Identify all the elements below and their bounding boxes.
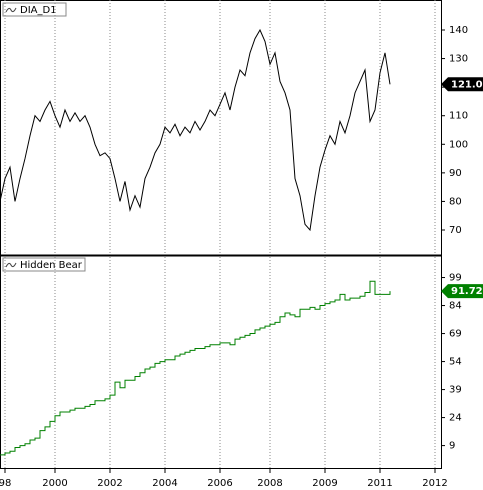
x-tick-label: 2008 [257,478,282,489]
y-tick-label: 84 [449,301,462,312]
y-tick-label: 99 [449,273,462,284]
y-tick-label: 9 [449,441,455,452]
y-tick-label: 110 [449,111,468,122]
price-tag [441,284,483,299]
price-tag-label: 121.0 [451,79,483,90]
y-tick-label: 54 [449,357,462,368]
y-tick-label: 100 [449,139,468,150]
x-tick-label: 2009 [312,478,337,489]
x-tick-label: 2002 [97,478,122,489]
title-box [2,2,67,17]
indicator-title: Hidden Bear [20,260,83,271]
title-box [2,257,86,272]
indicator-line [0,280,391,456]
x-tick-label: 2006 [207,478,232,489]
y-tick-label: 39 [449,385,462,396]
y-tick-label: 70 [449,225,462,236]
y-tick-label: 90 [449,168,462,179]
x-tick-label: 2011 [367,478,392,489]
x-tick-label: 98 [0,478,11,489]
title-icon [5,7,17,13]
price-line [0,28,391,232]
x-tick-label: 2004 [152,478,177,489]
price-tag [441,77,483,92]
plot-frame [0,0,442,469]
y-tick-label: 130 [449,54,468,65]
price-tag-label: 91.72 [451,286,483,297]
x-tick-label: 2012 [422,478,447,489]
y-tick-label: 69 [449,329,462,340]
y-tick-label: 140 [449,25,468,36]
y-tick-label: 80 [449,196,462,207]
chart-title: DIA_D1 [20,5,57,16]
title-icon [5,262,17,268]
y-tick-label: 24 [449,413,462,424]
x-tick-label: 2000 [42,478,67,489]
